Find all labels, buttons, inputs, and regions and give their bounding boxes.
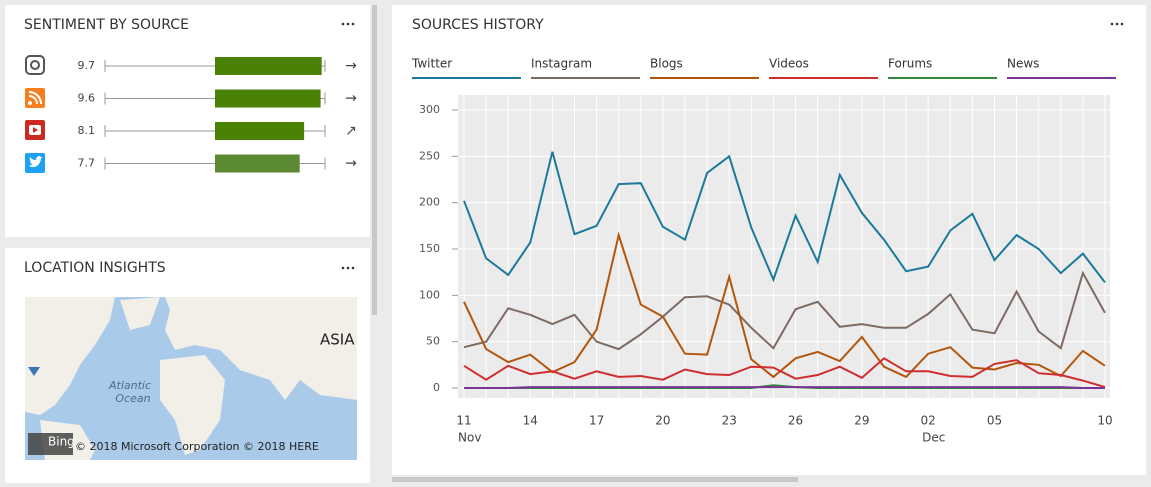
x-group-label: Nov	[458, 431, 481, 445]
x-tick-label: 02	[921, 414, 936, 428]
sentiment-bar	[215, 89, 321, 108]
x-tick-label: 11	[456, 414, 471, 428]
panel-title: SENTIMENT BY SOURCE	[24, 17, 189, 33]
map-brand: Bing	[48, 435, 75, 449]
x-tick-label: 10	[1097, 414, 1112, 428]
menu-button[interactable]	[341, 22, 355, 26]
x-tick-label: 17	[589, 414, 604, 428]
y-tick-label: 300	[419, 103, 440, 116]
legend-label[interactable]: Twitter	[411, 57, 452, 71]
map-label: ASIA	[320, 331, 355, 349]
sentiment-value: 7.7	[78, 157, 96, 170]
youtube-icon	[25, 120, 45, 140]
sentiment-value: 8.1	[78, 124, 96, 137]
legend-label[interactable]: Blogs	[650, 57, 683, 71]
sentiment-value: 9.6	[78, 92, 96, 105]
series-line	[463, 231, 1106, 379]
series-line	[463, 151, 1106, 284]
sentiment-panel	[5, 5, 370, 237]
panel-title: LOCATION INSIGHTS	[24, 260, 166, 276]
legend-label[interactable]: Instagram	[531, 57, 592, 71]
y-tick-label: 100	[419, 288, 440, 301]
y-tick-label: 250	[419, 149, 440, 162]
twitter-icon	[25, 153, 45, 173]
sentiment-value: 9.7	[78, 59, 96, 72]
y-tick-label: 50	[426, 335, 440, 348]
scrollbar[interactable]	[392, 477, 798, 482]
rss-icon	[25, 88, 45, 108]
sentiment-bar	[215, 154, 300, 173]
map-label: Ocean	[115, 392, 150, 405]
menu-button[interactable]	[1110, 22, 1124, 26]
panel-title: SOURCES HISTORY	[412, 17, 544, 33]
y-tick-label: 150	[419, 242, 440, 255]
legend-label[interactable]: Forums	[888, 57, 932, 71]
scrollbar[interactable]	[372, 5, 377, 315]
series-line	[464, 386, 1105, 389]
series-line	[463, 357, 1106, 389]
trend-arrow: ↗	[345, 123, 357, 139]
sentiment-bar	[215, 122, 305, 140]
x-group-label: Dec	[922, 431, 945, 445]
x-tick-label: 23	[722, 414, 737, 428]
y-tick-label: 200	[419, 196, 440, 209]
x-tick-label: 20	[655, 414, 670, 428]
legend-label[interactable]: Videos	[769, 57, 809, 71]
x-tick-label: 26	[788, 414, 803, 428]
x-tick-label: 29	[854, 414, 869, 428]
sentiment-bar	[215, 57, 322, 75]
x-tick-label: 14	[523, 414, 538, 428]
menu-button[interactable]	[341, 266, 355, 270]
x-tick-label: 05	[987, 414, 1002, 428]
y-tick-label: 0	[433, 381, 440, 394]
legend-label[interactable]: News	[1007, 57, 1039, 71]
trend-arrow: →	[345, 91, 357, 107]
map-copyright: © 2018 Microsoft Corporation © 2018 HERE	[75, 440, 319, 453]
trend-arrow: →	[345, 58, 357, 74]
map[interactable]	[25, 297, 357, 460]
trend-arrow: →	[345, 156, 357, 172]
instagram-icon	[25, 55, 45, 75]
series-line	[463, 270, 1106, 351]
map-label: Atlantic	[108, 379, 151, 392]
